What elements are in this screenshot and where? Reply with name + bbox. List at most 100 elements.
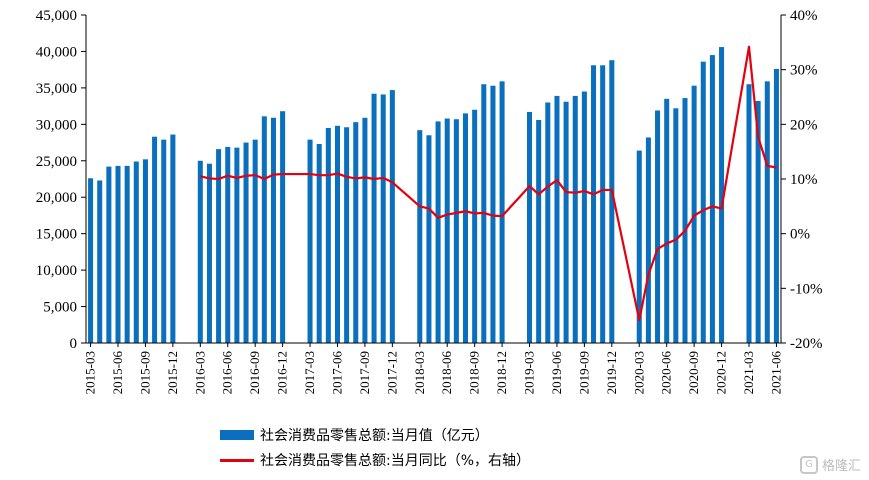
- x-tick-label: 2021-03: [741, 351, 756, 394]
- x-tick-label: 2017-06: [329, 351, 344, 395]
- bar-2019-10: [591, 65, 597, 343]
- x-tick-label: 2015-06: [110, 351, 125, 395]
- watermark-logo-icon: G: [799, 455, 818, 474]
- legend-bar-entry: 社会消费品零售总额:当月值（亿元）: [220, 424, 780, 446]
- legend-line-label: 社会消费品零售总额:当月同比（%，右轴）: [260, 453, 531, 469]
- bar-2019-09: [581, 91, 587, 343]
- right-tick-label: 30%: [790, 63, 818, 79]
- left-tick-label: 5,000: [43, 300, 77, 316]
- bar-series: [88, 47, 779, 344]
- x-tick-label: 2015-03: [83, 351, 98, 394]
- bar-2018-11: [490, 85, 496, 343]
- bar-2017-10: [371, 93, 377, 343]
- bar-2015-12: [170, 134, 176, 343]
- bar-2021-06: [773, 68, 779, 343]
- bar-2020-12: [719, 47, 725, 343]
- bar-2018-08: [462, 113, 469, 344]
- right-tick-label: 40%: [790, 8, 818, 24]
- x-tick-label: 2019-03: [522, 351, 537, 394]
- legend-line-swatch: [220, 458, 254, 462]
- left-tick-label: 35,000: [36, 81, 77, 97]
- bar-2016-09: [252, 139, 258, 343]
- bar-2017-05: [325, 127, 331, 343]
- x-tick-label: 2016-09: [247, 351, 262, 394]
- bar-2020-09: [691, 85, 697, 343]
- bar-2018-09: [472, 109, 478, 343]
- bar-2018-04: [426, 135, 432, 343]
- legend-bar-label: 社会消费品零售总额:当月值（亿元）: [260, 428, 489, 444]
- bar-2015-04: [97, 180, 103, 343]
- bar-2016-08: [243, 142, 249, 343]
- bar-2019-11: [600, 65, 606, 343]
- x-tick-label: 2019-12: [604, 351, 619, 394]
- bar-2016-12: [280, 111, 286, 344]
- x-tick-label: 2016-06: [220, 351, 235, 395]
- bar-2015-07: [124, 165, 130, 343]
- x-tick-label: 2018-03: [412, 351, 427, 394]
- bar-2015-10: [152, 136, 158, 343]
- bar-2017-11: [380, 94, 386, 343]
- bar-2020-11: [709, 55, 715, 344]
- x-tick-label: 2016-12: [275, 351, 290, 394]
- bar-2016-11: [270, 117, 276, 344]
- bar-2017-09: [362, 117, 368, 344]
- bar-2016-05: [216, 149, 222, 343]
- bar-2019-06: [554, 95, 560, 343]
- bar-2019-12: [609, 60, 615, 343]
- x-tick-label: 2015-09: [137, 351, 152, 394]
- left-tick-label: 45,000: [36, 8, 77, 24]
- bar-2016-07: [234, 147, 240, 343]
- right-tick-label: 10%: [790, 172, 818, 188]
- watermark: G 格隆汇: [799, 455, 861, 474]
- bar-2020-05: [655, 110, 661, 343]
- right-tick-label: 20%: [790, 117, 818, 133]
- x-tick-label: 2017-09: [357, 351, 372, 394]
- left-tick-label: 30,000: [36, 117, 77, 133]
- bar-2019-08: [572, 95, 578, 343]
- bar-2016-03: [197, 160, 203, 343]
- bar-2020-04: [645, 137, 651, 343]
- bar-2020-03: [636, 150, 642, 343]
- x-tick-label: 2021-06: [768, 351, 783, 395]
- bar-2015-05: [106, 166, 112, 343]
- bar-2018-06: [444, 118, 450, 343]
- right-tick-label: -20%: [790, 336, 823, 352]
- left-tick-label: 10,000: [36, 263, 77, 279]
- x-tick-label: 2017-12: [384, 351, 399, 394]
- x-tick-label: 2019-06: [549, 351, 564, 395]
- bar-2017-06: [334, 125, 340, 343]
- bar-2020-08: [682, 98, 688, 343]
- watermark-text: 格隆汇: [821, 459, 861, 474]
- left-tick-label: 20,000: [36, 190, 77, 206]
- bar-2019-04: [536, 119, 542, 344]
- x-tick-label: 2018-06: [439, 351, 454, 395]
- bar-2016-04: [206, 163, 212, 343]
- legend-line-entry: 社会消费品零售总额:当月同比（%，右轴）: [220, 449, 780, 471]
- bar-2018-03: [417, 130, 423, 343]
- left-axis-ticks: 0 5,000 10,000 15,000 20,000 25,000 30,000 35,0…: [36, 8, 86, 352]
- x-tick-label: 2020-06: [659, 351, 674, 395]
- bar-2017-07: [344, 127, 350, 343]
- bar-2021-04: [755, 101, 761, 343]
- x-tick-label: 2018-12: [494, 351, 509, 394]
- right-tick-label: 0%: [790, 227, 810, 243]
- bar-2015-08: [133, 161, 139, 343]
- bar-2017-12: [389, 90, 395, 343]
- bar-2020-06: [664, 98, 670, 343]
- x-tick-label: 2019-09: [576, 351, 591, 394]
- bar-2016-10: [261, 116, 267, 343]
- x-tick-label: 2017-03: [302, 351, 317, 394]
- x-tick-label: 2020-12: [714, 351, 729, 394]
- right-tick-label: -10%: [790, 281, 823, 297]
- left-tick-label: 40,000: [36, 44, 77, 60]
- bar-2016-06: [225, 146, 231, 343]
- bar-2018-07: [453, 119, 459, 343]
- bar-2015-03: [88, 178, 94, 343]
- bar-2020-07: [673, 108, 679, 343]
- bar-2019-03: [527, 111, 533, 343]
- bar-2017-03: [307, 139, 313, 343]
- legend-bar-swatch: [220, 430, 254, 440]
- bar-2020-10: [700, 61, 706, 344]
- bar-2018-05: [435, 121, 441, 343]
